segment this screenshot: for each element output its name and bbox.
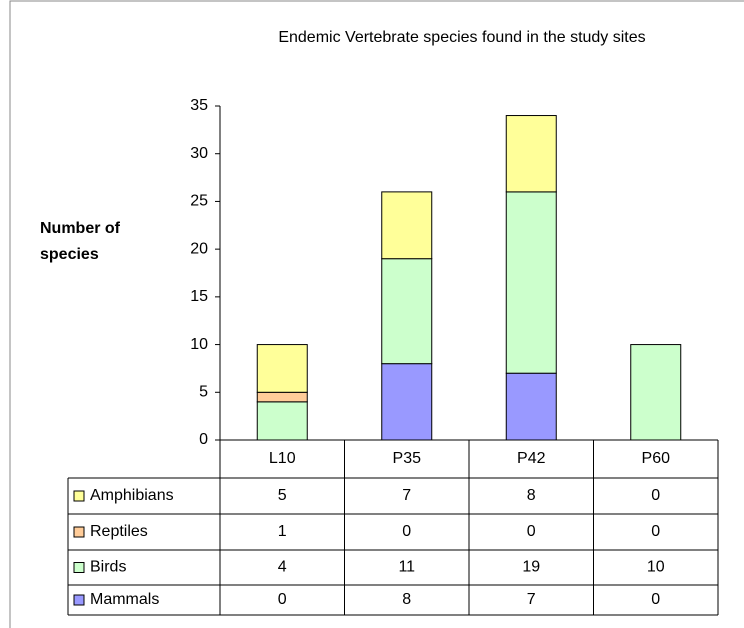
legend-label: Reptiles [90, 523, 148, 540]
table-value: 0 [651, 591, 660, 608]
table-value: 5 [278, 487, 287, 504]
legend-label: Birds [90, 559, 126, 576]
bar-segment [505, 115, 557, 193]
bar-segment [381, 363, 433, 441]
y-tick-label: 10 [190, 336, 208, 353]
legend-key [73, 594, 85, 606]
y-tick-label: 20 [190, 240, 208, 257]
table-value: 10 [647, 559, 665, 576]
y-axis-label: Number of [40, 220, 121, 237]
legend-key [73, 490, 85, 502]
y-tick-label: 25 [190, 193, 208, 210]
y-tick-label: 35 [190, 97, 208, 114]
table-value: 0 [651, 487, 660, 504]
table-value: 4 [278, 559, 287, 576]
bar-segment [256, 401, 308, 441]
table-value: 0 [651, 523, 660, 540]
table-value: 8 [402, 591, 411, 608]
bar-segment [381, 258, 433, 365]
bar-segment [381, 191, 433, 260]
x-tick-label: P35 [393, 450, 422, 467]
table-value: 7 [527, 591, 536, 608]
bar-segment [256, 391, 308, 403]
legend-key [73, 562, 85, 573]
y-tick-label: 15 [190, 288, 208, 305]
bar-segment [505, 372, 557, 441]
x-tick-label: L10 [269, 450, 296, 467]
table-value: 0 [402, 523, 411, 540]
table-value: 0 [278, 591, 287, 608]
x-tick-label: P42 [517, 450, 546, 467]
x-tick-label: P60 [642, 450, 671, 467]
table-value: 8 [527, 487, 536, 504]
table-value: 19 [522, 559, 540, 576]
table-value: 7 [402, 487, 411, 504]
y-tick-label: 30 [190, 145, 208, 162]
table-value: 0 [527, 523, 536, 540]
bar-segment [505, 191, 557, 374]
table-value: 1 [278, 523, 287, 540]
y-axis-label: species [40, 246, 99, 263]
y-tick-label: 0 [199, 431, 208, 448]
frame [9, 0, 744, 628]
chart-title: Endemic Vertebrate species found in the … [278, 29, 645, 46]
legend-label: Amphibians [90, 487, 174, 504]
legend-key [73, 526, 85, 538]
bar-segment [630, 344, 682, 441]
y-tick-label: 5 [199, 384, 208, 401]
legend-label: Mammals [90, 591, 159, 608]
table-value: 11 [398, 559, 415, 576]
bar-segment [256, 344, 308, 393]
